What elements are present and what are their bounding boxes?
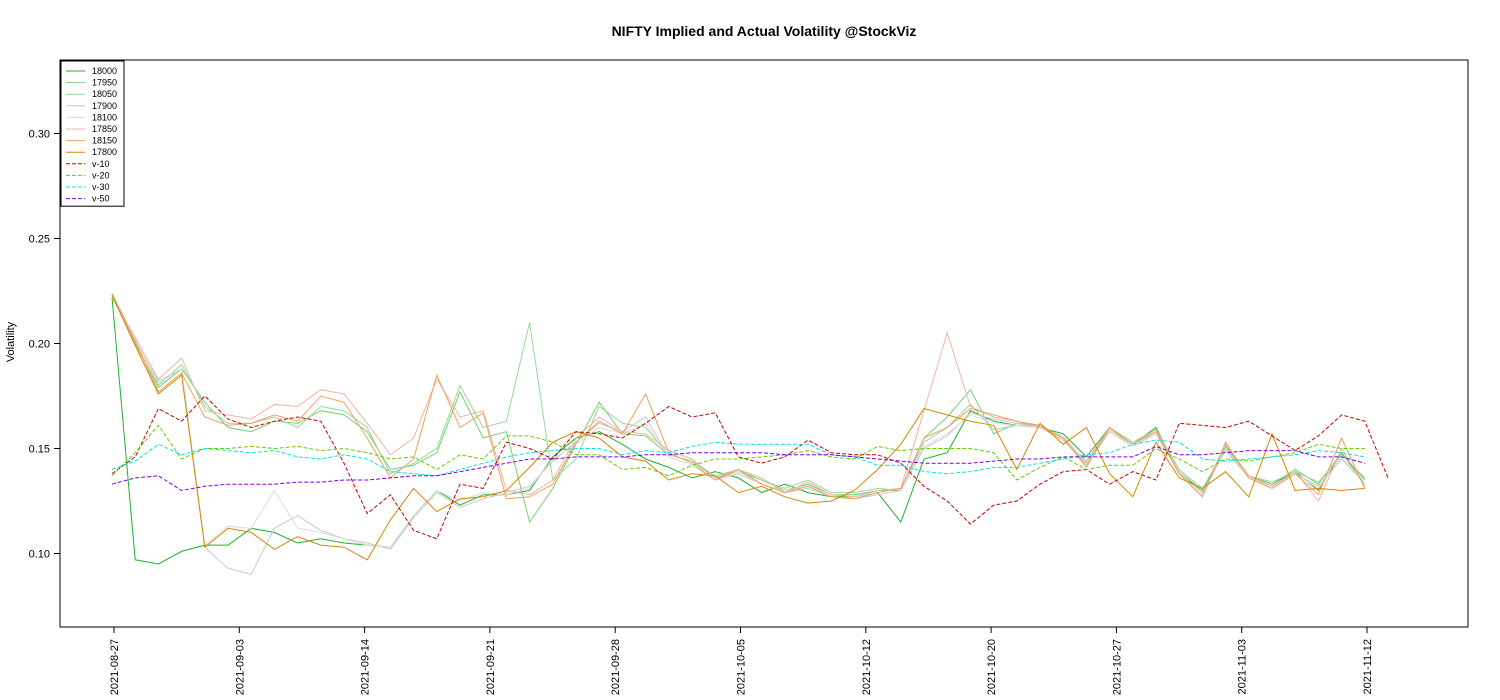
x-tick-label: 2021-09-28 — [610, 639, 622, 695]
x-tick-label: 2021-09-14 — [360, 639, 372, 695]
series-line-17900 — [111, 297, 1366, 576]
series-line-18000 — [111, 297, 1366, 565]
x-tick-label: 2021-09-03 — [234, 639, 246, 695]
legend-label: 17900 — [92, 101, 117, 111]
x-tick-label: 2021-08-27 — [109, 639, 121, 695]
legend-label: 17850 — [92, 124, 117, 134]
series-line-17950 — [111, 294, 1366, 524]
chart-title: NIFTY Implied and Actual Volatility @Sto… — [612, 23, 917, 39]
x-tick-label: 2021-11-12 — [1362, 639, 1374, 694]
legend-label: v-10 — [92, 159, 110, 169]
legend-box — [60, 60, 125, 207]
x-tick-label: 2021-09-21 — [485, 639, 497, 695]
series-line-v-10 — [111, 395, 1389, 540]
y-tick-label: 0.15 — [29, 444, 50, 456]
legend-label: v-50 — [92, 194, 110, 204]
series-line-18050 — [111, 292, 1366, 494]
legend-label: 17950 — [92, 78, 117, 88]
series-layer — [111, 292, 1389, 576]
y-tick-label: 0.20 — [29, 339, 50, 351]
y-axis-label: Volatility — [5, 321, 17, 362]
y-axis: 0.10 0.15 0.20 0.25 0.30 — [29, 129, 60, 561]
legend-label: 18000 — [92, 66, 117, 76]
y-tick-label: 0.25 — [29, 234, 50, 246]
legend-label: 18100 — [92, 112, 117, 122]
plot-frame — [59, 59, 1469, 628]
legend-label: v-20 — [92, 170, 110, 180]
legend-label: 18050 — [92, 89, 117, 99]
x-tick-label: 2021-10-12 — [861, 639, 873, 695]
x-axis: 2021-08-27 2021-09-03 2021-09-14 2021-09-21… — [109, 627, 1374, 695]
legend-label: v-30 — [92, 182, 110, 192]
series-line-18150 — [111, 294, 1366, 500]
x-tick-label: 2021-11-03 — [1237, 639, 1249, 694]
x-tick-label: 2021-10-27 — [1111, 639, 1123, 695]
x-tick-label: 2021-10-05 — [736, 639, 748, 695]
series-line-17800 — [111, 294, 1365, 561]
y-tick-label: 0.30 — [29, 129, 50, 141]
x-tick-label: 2021-10-20 — [986, 639, 998, 695]
legend-label: 18150 — [92, 136, 117, 146]
y-tick-label: 0.10 — [29, 549, 50, 561]
legend-label: 17800 — [92, 147, 117, 157]
